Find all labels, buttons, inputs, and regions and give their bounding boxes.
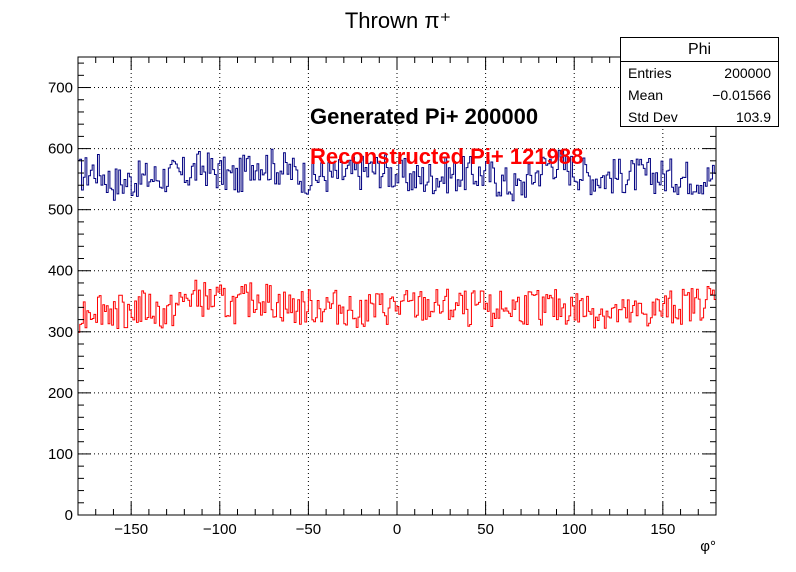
x-tick-label: −100 — [203, 521, 237, 538]
annotation-generated: Generated Pi+ 200000 — [310, 104, 538, 129]
x-tick-label: −50 — [296, 521, 321, 538]
x-tick-label: 100 — [562, 521, 587, 538]
y-tick-label: 0 — [65, 507, 73, 524]
stats-stddev-value: 103.9 — [735, 109, 771, 125]
y-tick-label: 400 — [48, 263, 73, 280]
x-tick-label: −150 — [114, 521, 148, 538]
stats-entries-value: 200000 — [724, 65, 771, 81]
stats-stddev-label: Std Dev — [628, 109, 678, 125]
stats-title: Phi — [621, 38, 778, 62]
y-tick-label: 200 — [48, 385, 73, 402]
y-tick-label: 100 — [48, 446, 73, 463]
stats-row-mean: Mean −0.01566 — [621, 84, 778, 106]
series-layer — [78, 148, 716, 333]
y-tick-label: 600 — [48, 141, 73, 158]
x-tick-label: 150 — [650, 521, 675, 538]
y-tick-label: 500 — [48, 202, 73, 219]
stats-row-stddev: Std Dev 103.9 — [621, 106, 778, 128]
stats-mean-label: Mean — [628, 87, 664, 103]
y-tick-label: 300 — [48, 324, 73, 341]
stats-row-entries: Entries 200000 — [621, 62, 778, 84]
x-tick-label: 50 — [477, 521, 494, 538]
stats-mean-value: −0.01566 — [712, 87, 771, 103]
chart-title: Thrown π⁺ — [345, 8, 451, 33]
tick-labels: −150 −100 −50 0 50 100 150 0 100 200 300 400 500 600 7… — [48, 80, 675, 538]
stats-box: Phi Entries 200000 Mean −0.01566 Std Dev… — [620, 37, 779, 127]
x-tick-label: 0 — [393, 521, 401, 538]
y-tick-label: 700 — [48, 80, 73, 97]
series-generated-line — [78, 148, 716, 202]
x-axis-title: φ° — [700, 538, 716, 555]
stats-entries-label: Entries — [628, 65, 672, 81]
annotation-reconstructed: Reconstructed Pi+ 121988 — [310, 144, 583, 169]
series-reconstructed-line — [78, 279, 716, 333]
